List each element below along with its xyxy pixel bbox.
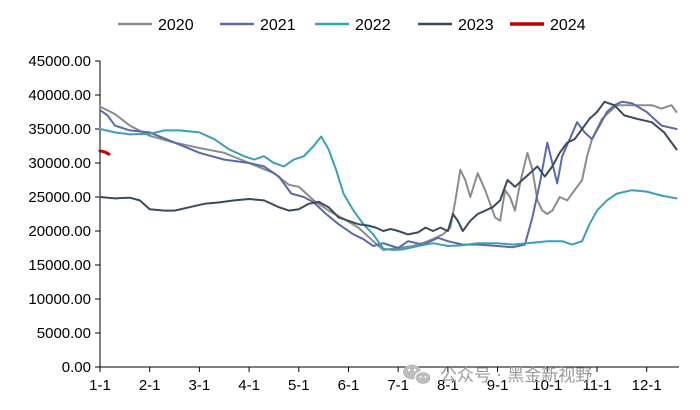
series-line-2023 [99,100,678,236]
y-tick-label: 0.00 [62,359,91,376]
legend-label-2020: 2020 [158,17,194,34]
y-tick-label: 25000.00 [28,189,91,206]
x-tick-label: 8-1 [437,377,459,394]
y-tick-label: 45000.00 [28,53,91,70]
series-line-2024 [98,149,111,156]
watermark: 公众号 · 黑金新视野 [403,364,592,386]
series-line-2022 [99,128,678,251]
y-tick-label: 20000.00 [28,223,91,240]
x-tick-label: 6-1 [338,377,360,394]
y-axis: 0.00 5000.00 10000.00 15000.00 20000.00 25000… [28,53,100,376]
y-tick-label: 35000.00 [28,121,91,138]
y-tick-label: 15000.00 [28,257,91,274]
x-tick-label: 5-1 [288,377,310,394]
x-tick-label: 11-1 [583,377,612,394]
y-tick-label: 40000.00 [28,87,91,104]
series-line-2020 [99,104,678,251]
y-tick-label: 30000.00 [28,155,91,172]
x-axis: 1-1 2-1 3-1 4-1 5-1 6-1 7-1 8-1 9-1 10-1 11-1 12-1 [89,367,662,394]
x-tick-label: 4-1 [238,377,260,394]
x-tick-label: 1-1 [89,377,111,394]
series-lines [98,100,678,251]
legend-label-2022: 2022 [355,17,391,34]
wechat-icon [403,364,432,386]
series-line-2021 [99,100,678,249]
x-tick-label: 12-1 [632,377,662,394]
y-tick-label: 5000.00 [37,325,91,342]
x-tick-label: 10-1 [532,377,562,394]
watermark-text: 公众号 · 黑金新视野 [440,366,592,386]
legend-label-2024: 2024 [550,17,586,34]
x-tick-label: 3-1 [189,377,211,394]
x-tick-label: 9-1 [487,377,509,394]
legend-label-2023: 2023 [458,17,494,34]
x-tick-label: 2-1 [139,377,161,394]
x-tick-label: 7-1 [387,377,409,394]
legend-label-2021: 2021 [260,17,296,34]
y-tick-label: 10000.00 [28,291,91,308]
legend: 2020 2021 2022 2023 2024 [118,17,586,34]
chart-axes [99,61,679,368]
